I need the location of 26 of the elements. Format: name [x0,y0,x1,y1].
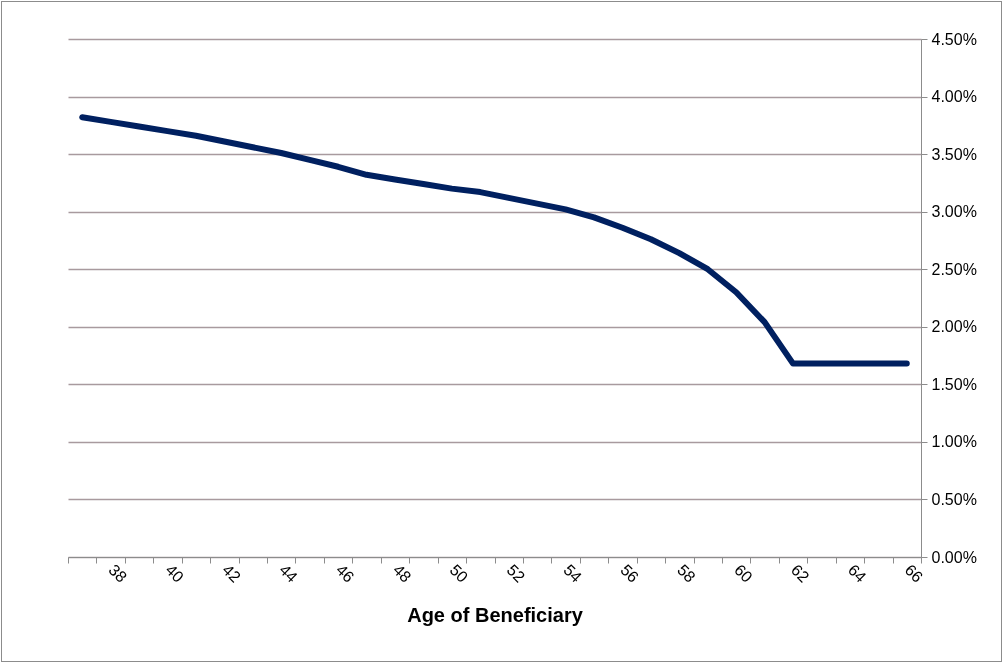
x-tick-label: 64 [844,561,870,586]
x-tick-label: 50 [446,561,472,586]
y-tick-label: 1.00% [931,433,977,451]
y-tick-label: 3.50% [931,145,977,163]
x-tick-label: 48 [389,561,415,586]
x-tick-label: 46 [332,561,358,586]
x-tick-label: 44 [276,561,301,586]
x-axis-title: Age of Beneficiary [407,603,584,626]
y-tick-label: 0.50% [931,490,977,508]
y-tick-label: 3.00% [931,203,977,221]
x-tick-label: 60 [731,561,756,586]
y-tick-label: 1.50% [931,375,977,393]
x-tick-label: 56 [617,561,642,586]
y-tick-label: 2.50% [931,260,977,278]
x-tick-label: 58 [674,561,699,586]
y-tick-label: 4.50% [931,30,977,48]
x-tick-label: 54 [560,561,586,586]
x-tick-label: 38 [105,561,131,586]
x-tick-label: 52 [503,561,529,586]
x-tick-label: 42 [219,561,244,586]
y-tick-label: 4.00% [931,88,977,106]
y-tick-label: 2.00% [931,318,977,336]
x-tick-label: 66 [901,561,927,586]
x-tick-label: 62 [787,561,813,586]
x-tick-label: 40 [162,561,188,586]
y-tick-label: 0.00% [931,548,977,566]
